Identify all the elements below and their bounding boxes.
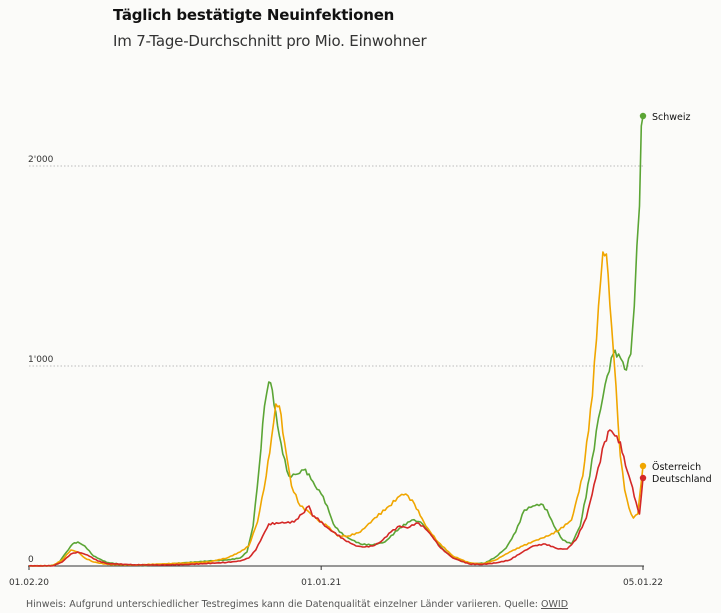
series-line-Schweiz (29, 115, 644, 567)
footnote-text: Hinweis: Aufgrund unterschiedlicher Test… (26, 599, 542, 610)
end-marker-Schweiz (639, 112, 647, 120)
end-marker-Deutschland (639, 474, 647, 482)
footnote: Hinweis: Aufgrund unterschiedlicher Test… (26, 599, 568, 610)
y-tick-label-2: 2'000 (28, 155, 54, 165)
chart-subtitle: Im 7-Tage-Durchschnitt pro Mio. Einwohne… (113, 32, 427, 50)
x-tick-label-0: 01.02.20 (9, 578, 49, 588)
y-tick-label-1: 1'000 (28, 355, 54, 365)
series-label-Österreich: Österreich (652, 462, 701, 473)
source-link[interactable]: OWID (541, 599, 569, 610)
x-tick-label-1: 01.01.21 (301, 578, 341, 588)
chart-title: Täglich bestätigte Neuinfektionen (113, 6, 395, 24)
series-label-Schweiz: Schweiz (652, 112, 691, 123)
y-tick-label-0: 0 (28, 555, 34, 565)
end-marker-Österreich (639, 462, 647, 470)
x-tick-label-2: 05.01.22 (623, 578, 663, 588)
series-line-Deutschland (28, 429, 644, 567)
series-label-Deutschland: Deutschland (652, 474, 712, 485)
